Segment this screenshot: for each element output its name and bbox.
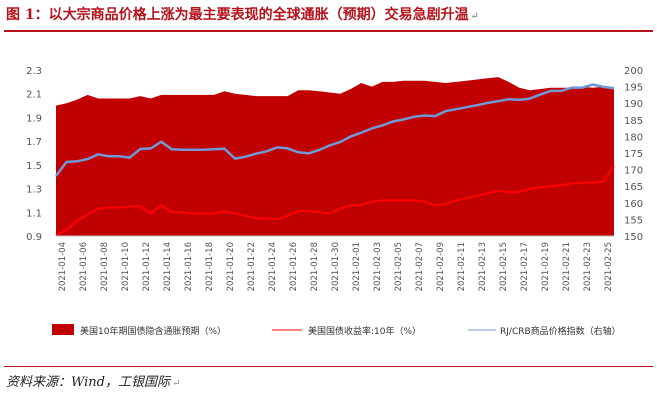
- chart: 0.9 1.1 1.3 1.5 1.7 1.9 2.1 2.3 150 155 160 165 170…: [26, 66, 643, 337]
- right-tick-label: 185: [624, 116, 643, 127]
- right-tick-label: 170: [624, 166, 643, 177]
- x-tick-label: 2021-01-24: [268, 242, 278, 291]
- x-tick-label: 2021-02-07: [415, 242, 425, 291]
- x-tick-label: 2021-01-20: [226, 242, 236, 291]
- left-tick-label: 1.5: [26, 161, 42, 172]
- left-tick-label: 1.1: [26, 208, 42, 219]
- x-tick-label: 2021-02-17: [520, 242, 530, 291]
- left-tick-label: 1.7: [26, 137, 42, 148]
- x-tick-label: 2021-01-08: [100, 242, 110, 291]
- right-axis: 150 155 160 165 170 175 180 185 190 195 200: [624, 66, 643, 243]
- x-tick-label: 2021-02-09: [436, 242, 446, 291]
- right-tick-label: 165: [624, 182, 643, 193]
- series-10y-yield-line: [55, 165, 615, 236]
- source-return-mark: ↵: [172, 378, 181, 389]
- left-axis: 0.9 1.1 1.3 1.5 1.7 1.9 2.1 2.3: [26, 66, 42, 243]
- legend-label-area: 美国10年期国债隐含通胀预期（%）: [80, 325, 226, 337]
- legend-label-crb: RJ/CRB商品价格指数（右轴）: [500, 325, 621, 337]
- right-tick-label: 190: [624, 99, 643, 110]
- x-tick-label: 2021-01-12: [142, 242, 152, 291]
- right-tick-label: 150: [624, 232, 643, 243]
- x-tick-label: 2021-01-26: [289, 242, 299, 291]
- legend-label-yield: 美国国债收益率:10年（%）: [308, 325, 421, 337]
- x-tick-label: 2021-02-19: [541, 242, 551, 291]
- right-tick-label: 155: [624, 215, 643, 226]
- right-tick-label: 195: [624, 83, 643, 94]
- x-tick-label: 2021-02-03: [373, 242, 383, 291]
- x-tick-label: 2021-02-11: [457, 242, 467, 291]
- right-tick-label: 160: [624, 199, 643, 210]
- left-tick-label: 2.1: [26, 90, 42, 101]
- right-tick-label: 180: [624, 132, 643, 143]
- plot-area: [55, 77, 615, 236]
- x-tick-label: 2021-01-04: [58, 242, 68, 291]
- figure-title-text: 图 1：以大宗商品价格上涨为最主要表现的全球通胀（预期）交易急剧升温: [6, 7, 469, 23]
- right-tick-label: 175: [624, 149, 643, 160]
- x-tick-label: 2021-01-16: [184, 242, 194, 291]
- source-note: 资料来源：Wind，工银国际 ↵: [6, 371, 180, 390]
- right-tick-label: 200: [624, 66, 643, 77]
- x-tick-label: 2021-02-01: [352, 242, 362, 291]
- x-tick-label: 2021-02-21: [562, 242, 572, 291]
- x-tick-label: 2021-01-06: [79, 242, 89, 291]
- return-mark: ↵: [470, 11, 480, 22]
- left-tick-label: 2.3: [26, 66, 42, 77]
- x-tick-label: 2021-01-28: [310, 242, 320, 291]
- x-axis: 2021-01-04 2021-01-06 2021-01-08 2021-01-10…: [56, 235, 614, 291]
- x-tick-label: 2021-01-14: [163, 242, 173, 291]
- x-tick-label: 2021-02-05: [394, 242, 404, 291]
- left-tick-label: 1.3: [26, 185, 42, 196]
- source-rule: [4, 366, 653, 367]
- figure-title: 图 1：以大宗商品价格上涨为最主要表现的全球通胀（预期）交易急剧升温 ↵: [6, 4, 651, 26]
- series-crb-index-line: [55, 83, 615, 177]
- x-tick-label: 2021-01-10: [121, 242, 131, 291]
- x-tick-label: 2021-02-13: [478, 242, 488, 291]
- x-tick-label: 2021-02-23: [583, 242, 593, 291]
- x-tick-label: 2021-02-25: [604, 242, 614, 291]
- source-text: 资料来源：Wind，工银国际: [6, 375, 170, 390]
- left-tick-label: 0.9: [26, 232, 42, 243]
- legend-swatch-area: [52, 324, 74, 335]
- x-tick-label: 2021-01-30: [331, 242, 341, 291]
- title-rule: [4, 30, 653, 32]
- x-tick-label: 2021-01-18: [205, 242, 215, 291]
- left-tick-label: 1.9: [26, 113, 42, 124]
- legend: 美国10年期国债隐含通胀预期（%） 美国国债收益率:10年（%） RJ/CRB商品价…: [52, 324, 621, 337]
- x-tick-label: 2021-01-22: [247, 242, 257, 291]
- x-tick-label: 2021-02-15: [499, 242, 509, 291]
